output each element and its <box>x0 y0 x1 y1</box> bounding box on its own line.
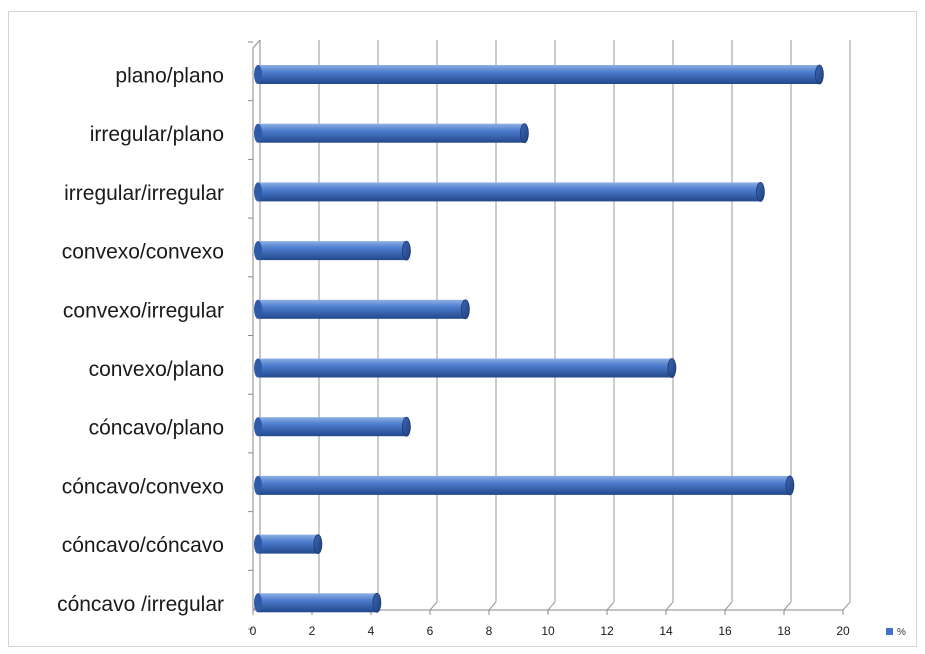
bar-body <box>258 358 672 378</box>
x-tick-label: 20 <box>836 624 850 638</box>
floor-gridline <box>429 601 438 611</box>
bar <box>254 534 323 554</box>
x-tick-label: 18 <box>777 624 791 638</box>
bar-end-cap <box>815 64 824 85</box>
x-tick-label: 14 <box>659 624 673 638</box>
category-label: cóncavo /irregular <box>57 593 224 616</box>
bar <box>254 299 470 320</box>
bar-body <box>258 241 407 261</box>
bar-end-cap <box>401 416 411 437</box>
chart-frame <box>8 11 917 647</box>
bar-base-cap <box>254 358 262 378</box>
bar-end-cap <box>460 299 470 320</box>
bar-body <box>258 65 820 84</box>
category-label: cóncavo/convexo <box>62 475 224 498</box>
x-tick-label: 2 <box>309 624 316 638</box>
bar-base-cap <box>254 475 262 495</box>
category-label: plano/plano <box>115 65 224 88</box>
x-tick-label: 16 <box>718 624 732 638</box>
bar-end-cap <box>401 240 411 261</box>
bar-base-cap <box>254 534 262 554</box>
bar-end-cap <box>756 181 765 202</box>
floor-gridline <box>488 601 497 611</box>
bar-body <box>258 299 466 319</box>
floor-gridline <box>547 601 556 611</box>
category-label: irregular/plano <box>90 123 224 146</box>
legend-label: % <box>897 627 906 638</box>
bar <box>254 64 824 85</box>
bar <box>254 181 765 202</box>
category-labels: plano/plano irregular/plano irregular/irre… <box>57 65 224 616</box>
bar-body <box>258 593 377 613</box>
x-tick-labels: 0 2 4 6 8 10 12 14 16 18 20 <box>250 624 850 638</box>
bar <box>254 592 382 613</box>
bar-base-cap <box>254 182 262 202</box>
bars <box>254 64 824 613</box>
floor-gridline <box>783 601 792 611</box>
bar <box>254 475 795 496</box>
category-label: convexo/plano <box>89 358 224 381</box>
bar-body <box>258 417 407 437</box>
bar-body <box>258 475 790 495</box>
bar-base-cap <box>254 123 262 143</box>
floor-gridline <box>842 601 851 611</box>
category-label: convexo/convexo <box>62 241 224 264</box>
bar-end-cap <box>520 123 529 144</box>
x-tick-label: 4 <box>368 624 375 638</box>
floor-gridline <box>724 601 733 611</box>
bar-body <box>258 182 761 202</box>
bar <box>254 123 529 144</box>
bar-base-cap <box>254 299 262 319</box>
bar-base-cap <box>254 241 262 261</box>
bar-end-cap <box>372 592 382 613</box>
category-label: convexo/irregular <box>63 299 224 322</box>
bar <box>254 358 677 378</box>
bar-end-cap <box>667 358 677 378</box>
legend-swatch <box>886 628 893 635</box>
category-label: cóncavo/plano <box>89 417 224 440</box>
floor-gridline <box>665 601 674 611</box>
bar <box>254 416 411 437</box>
y-axis-top-edge <box>252 39 261 49</box>
bar-end-cap <box>313 534 323 554</box>
bar-base-cap <box>254 593 262 613</box>
bar-body <box>258 123 525 143</box>
bar-end-cap <box>785 475 795 496</box>
floor-gridline <box>606 601 615 611</box>
x-tick-label: 0 <box>250 624 257 638</box>
category-label: irregular/irregular <box>64 182 224 205</box>
x-tick-label: 12 <box>600 624 614 638</box>
bar-base-cap <box>254 417 262 437</box>
x-tick-label: 8 <box>486 624 493 638</box>
bar <box>254 240 411 261</box>
x-tick-label: 6 <box>427 624 434 638</box>
bar-base-cap <box>254 65 262 84</box>
legend: % <box>886 627 906 638</box>
category-label: cóncavo/cóncavo <box>62 534 224 557</box>
bar-body <box>258 534 318 554</box>
x-tick-label: 10 <box>541 624 555 638</box>
